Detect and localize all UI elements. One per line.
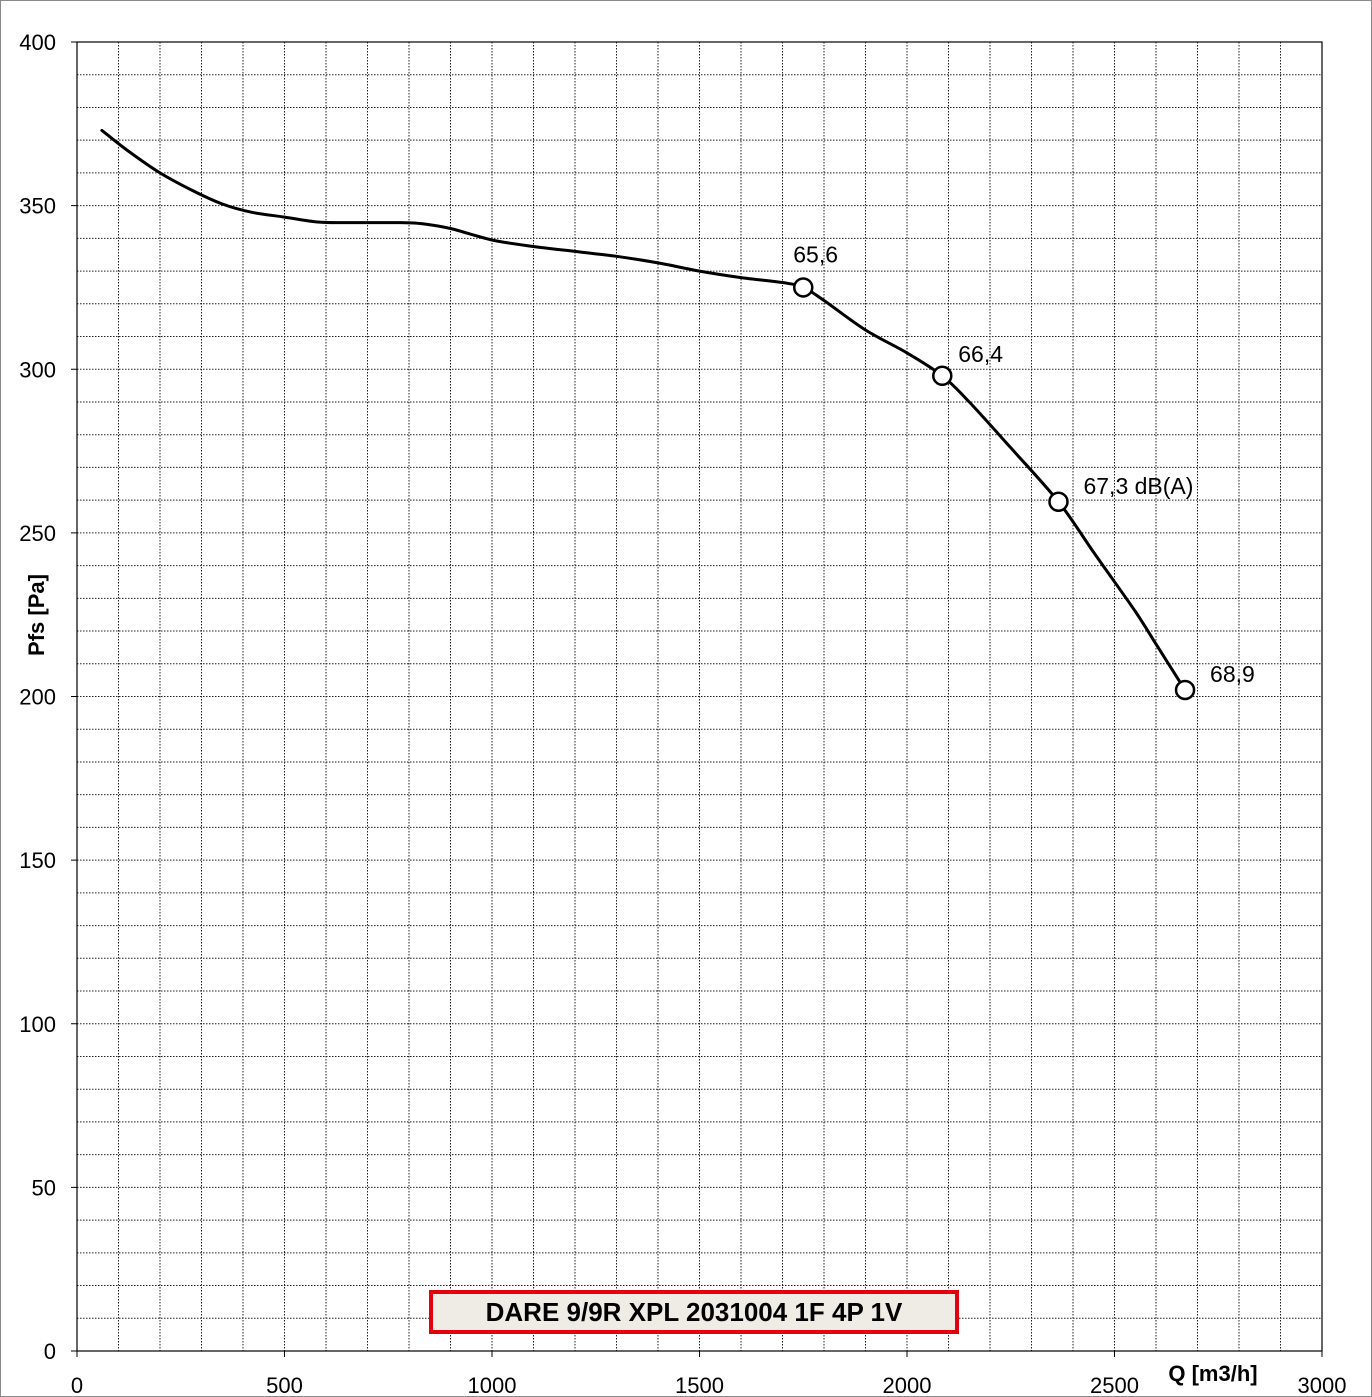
- x-tick-label: 2000: [883, 1373, 932, 1397]
- grid: [77, 42, 1322, 1351]
- x-tick-label: 0: [71, 1373, 83, 1397]
- tick-labels: 0 500 1000 1500 2000 2500 3000 0 50 100 150 200 250 3…: [19, 30, 1346, 1397]
- data-point-marker: [932, 365, 953, 387]
- y-tick-label: 100: [19, 1012, 56, 1037]
- y-tick-label: 300: [19, 357, 56, 382]
- x-axis-title: Q [m3/h]: [1168, 1361, 1257, 1386]
- series-line: [100, 128, 1187, 692]
- y-tick-label: 200: [19, 685, 56, 710]
- model-label-box: DARE 9/9R XPL 2031004 1F 4P 1V: [429, 1290, 959, 1334]
- data-point-label: 67,3 dB(A): [1083, 473, 1193, 499]
- y-tick-label: 400: [19, 30, 56, 55]
- data-point-marker: [1174, 679, 1196, 701]
- x-tick-label: 3000: [1298, 1373, 1347, 1397]
- x-tick-label: 1500: [675, 1373, 724, 1397]
- y-tick-label: 150: [19, 848, 56, 873]
- series-markers: 65,6 66,4 67,3 dB(A) 68,9: [793, 241, 1255, 701]
- x-tick-label: 1000: [468, 1373, 517, 1397]
- y-tick-label: 350: [19, 194, 56, 219]
- x-tick-label: 2500: [1090, 1373, 1139, 1397]
- x-tick-label: 500: [266, 1373, 303, 1397]
- y-tick-label: 50: [32, 1175, 56, 1200]
- y-tick-label: 0: [44, 1339, 56, 1364]
- data-point-label: 66,4: [958, 341, 1003, 367]
- y-axis-title: Pfs [Pa]: [24, 574, 49, 656]
- data-point-label: 68,9: [1210, 661, 1255, 687]
- data-point-label: 65,6: [793, 241, 838, 267]
- model-label: DARE 9/9R XPL 2031004 1F 4P 1V: [485, 1296, 903, 1327]
- y-tick-label: 250: [19, 521, 56, 546]
- data-point-marker: [793, 277, 814, 298]
- data-point-marker: [1048, 491, 1069, 513]
